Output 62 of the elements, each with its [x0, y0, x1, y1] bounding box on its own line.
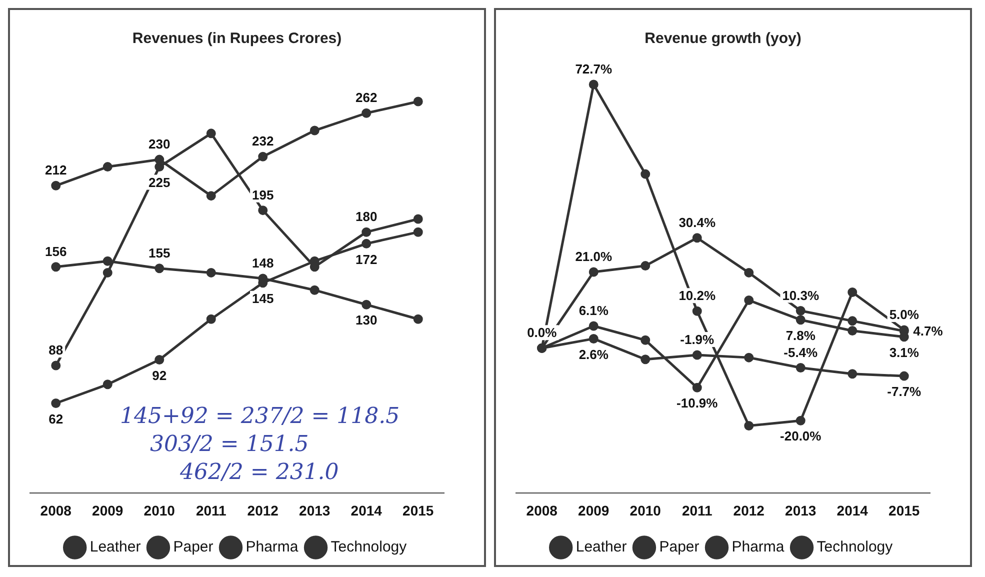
- data-label: 30.4%: [678, 214, 716, 230]
- x-tick-label: 2013: [785, 502, 816, 518]
- x-tick-label: 2015: [402, 502, 434, 518]
- data-label: 172: [356, 252, 378, 267]
- data-label: 92: [152, 368, 167, 383]
- chart-title: Revenues (in Rupees Crores): [132, 30, 342, 48]
- x-tick-label: 2009: [92, 502, 124, 518]
- legend-label: Technology: [330, 538, 408, 556]
- data-label: -1.9%: [680, 332, 715, 348]
- data-label: 195: [252, 187, 274, 202]
- data-label: 130: [356, 312, 378, 328]
- data-label: 4.7%: [913, 324, 944, 339]
- legend-label: Pharma: [246, 538, 299, 556]
- data-label: 262: [356, 90, 378, 106]
- data-label: 212: [45, 162, 67, 178]
- x-tick-label: 2008: [526, 502, 558, 518]
- data-label: -7.7%: [887, 384, 922, 400]
- text: 462/2 = 231.0: [179, 460, 339, 486]
- text: 145+92 = 237/2 = 118.5: [120, 404, 400, 430]
- data-label: 156: [45, 244, 67, 259]
- x-tick-label: 2008: [40, 502, 72, 518]
- legend-label: Technology: [816, 538, 894, 556]
- x-tick-label: 2012: [247, 502, 279, 518]
- data-label: 232: [252, 134, 274, 149]
- data-label: 5.0%: [889, 307, 920, 322]
- data-label: 72.7%: [575, 62, 612, 77]
- data-label: 230: [148, 136, 170, 152]
- x-tick-label: 2010: [144, 502, 176, 518]
- legend-label: Paper: [173, 538, 214, 556]
- data-label: 7.8%: [786, 328, 816, 343]
- data-label: 88: [48, 342, 64, 358]
- chart-title: Revenue growth (yoy): [644, 30, 802, 48]
- data-label: 3.1%: [889, 344, 920, 360]
- data-label: 2.6%: [578, 346, 609, 362]
- legend-label: Leather: [576, 538, 627, 556]
- data-label: 6.1%: [578, 303, 609, 318]
- data-label: 62: [48, 411, 64, 426]
- data-label: 155: [148, 245, 170, 260]
- data-label: 10.2%: [678, 288, 716, 304]
- legend-label: Pharma: [732, 538, 785, 556]
- data-label: 225: [148, 174, 170, 190]
- x-tick-label: 2011: [682, 502, 713, 518]
- x-tick-label: 2012: [733, 502, 765, 518]
- legend-label: Leather: [90, 538, 141, 556]
- data-label: -5.4%: [784, 344, 818, 360]
- data-label: 0.0%: [527, 325, 558, 340]
- data-label: 148: [252, 256, 274, 271]
- x-tick-label: 2009: [578, 502, 610, 518]
- x-tick-label: 2010: [630, 502, 662, 518]
- x-tick-label: 2015: [888, 502, 920, 518]
- x-tick-label: 2013: [299, 502, 330, 518]
- data-label: 145: [252, 290, 274, 306]
- legend-label: Paper: [659, 538, 700, 556]
- x-tick-label: 2014: [350, 502, 382, 518]
- data-label: 10.3%: [782, 288, 820, 303]
- text: 303/2 = 151.5: [150, 432, 309, 458]
- data-label: -20.0%: [780, 428, 822, 444]
- x-tick-label: 2014: [836, 502, 868, 518]
- data-label: -10.9%: [676, 396, 718, 411]
- data-label: 180: [356, 209, 378, 224]
- x-tick-label: 2011: [196, 502, 227, 518]
- data-label: 21.0%: [575, 249, 612, 264]
